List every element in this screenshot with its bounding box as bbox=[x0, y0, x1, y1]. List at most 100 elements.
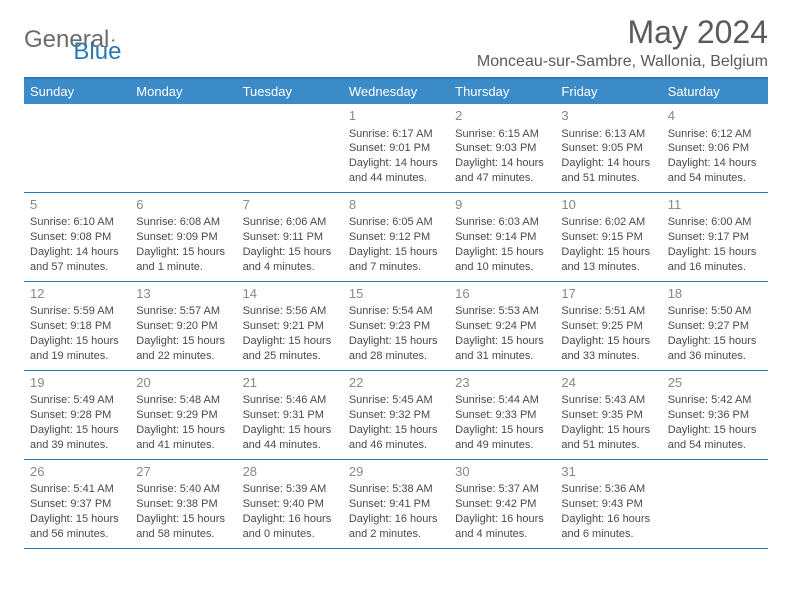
sunrise-text: Sunrise: 6:02 AM bbox=[561, 215, 655, 230]
sunset-text: Sunset: 9:23 PM bbox=[349, 319, 443, 334]
sunset-text: Sunset: 9:43 PM bbox=[561, 497, 655, 512]
day-cell: 19Sunrise: 5:49 AMSunset: 9:28 PMDayligh… bbox=[24, 371, 130, 459]
day-number: 20 bbox=[136, 374, 230, 392]
day-cell: 9Sunrise: 6:03 AMSunset: 9:14 PMDaylight… bbox=[449, 193, 555, 281]
daylight-text: Daylight: 15 hours and 28 minutes. bbox=[349, 334, 443, 364]
day-cell: 31Sunrise: 5:36 AMSunset: 9:43 PMDayligh… bbox=[555, 460, 661, 548]
sunset-text: Sunset: 9:17 PM bbox=[668, 230, 762, 245]
day-number: 5 bbox=[30, 196, 124, 214]
day-cell: 8Sunrise: 6:05 AMSunset: 9:12 PMDaylight… bbox=[343, 193, 449, 281]
sunset-text: Sunset: 9:27 PM bbox=[668, 319, 762, 334]
daylight-text: Daylight: 15 hours and 31 minutes. bbox=[455, 334, 549, 364]
day-number: 10 bbox=[561, 196, 655, 214]
sunset-text: Sunset: 9:35 PM bbox=[561, 408, 655, 423]
sunrise-text: Sunrise: 5:36 AM bbox=[561, 482, 655, 497]
sunrise-text: Sunrise: 6:00 AM bbox=[668, 215, 762, 230]
day-cell: 10Sunrise: 6:02 AMSunset: 9:15 PMDayligh… bbox=[555, 193, 661, 281]
sunset-text: Sunset: 9:21 PM bbox=[243, 319, 337, 334]
sunrise-text: Sunrise: 5:45 AM bbox=[349, 393, 443, 408]
day-number: 26 bbox=[30, 463, 124, 481]
sunset-text: Sunset: 9:14 PM bbox=[455, 230, 549, 245]
day-number: 1 bbox=[349, 107, 443, 125]
day-cell: 21Sunrise: 5:46 AMSunset: 9:31 PMDayligh… bbox=[237, 371, 343, 459]
daylight-text: Daylight: 15 hours and 49 minutes. bbox=[455, 423, 549, 453]
sunrise-text: Sunrise: 6:12 AM bbox=[668, 127, 762, 142]
day-number: 28 bbox=[243, 463, 337, 481]
day-number: 27 bbox=[136, 463, 230, 481]
sunrise-text: Sunrise: 6:17 AM bbox=[349, 127, 443, 142]
day-cell: 2Sunrise: 6:15 AMSunset: 9:03 PMDaylight… bbox=[449, 104, 555, 192]
daylight-text: Daylight: 15 hours and 36 minutes. bbox=[668, 334, 762, 364]
daylight-text: Daylight: 16 hours and 4 minutes. bbox=[455, 512, 549, 542]
day-cell bbox=[24, 104, 130, 192]
day-cell: 28Sunrise: 5:39 AMSunset: 9:40 PMDayligh… bbox=[237, 460, 343, 548]
sunrise-text: Sunrise: 6:15 AM bbox=[455, 127, 549, 142]
day-number: 30 bbox=[455, 463, 549, 481]
daylight-text: Daylight: 14 hours and 44 minutes. bbox=[349, 156, 443, 186]
sunrise-text: Sunrise: 5:41 AM bbox=[30, 482, 124, 497]
day-header-tue: Tuesday bbox=[237, 79, 343, 104]
week-row: 1Sunrise: 6:17 AMSunset: 9:01 PMDaylight… bbox=[24, 104, 768, 193]
daylight-text: Daylight: 15 hours and 56 minutes. bbox=[30, 512, 124, 542]
day-number: 23 bbox=[455, 374, 549, 392]
daylight-text: Daylight: 15 hours and 46 minutes. bbox=[349, 423, 443, 453]
day-number: 7 bbox=[243, 196, 337, 214]
sunrise-text: Sunrise: 5:54 AM bbox=[349, 304, 443, 319]
day-number: 22 bbox=[349, 374, 443, 392]
daylight-text: Daylight: 15 hours and 41 minutes. bbox=[136, 423, 230, 453]
sunrise-text: Sunrise: 6:08 AM bbox=[136, 215, 230, 230]
logo: General Blue bbox=[24, 14, 121, 66]
daylight-text: Daylight: 14 hours and 54 minutes. bbox=[668, 156, 762, 186]
day-header-fri: Friday bbox=[555, 79, 661, 104]
sunset-text: Sunset: 9:42 PM bbox=[455, 497, 549, 512]
sunset-text: Sunset: 9:18 PM bbox=[30, 319, 124, 334]
sunrise-text: Sunrise: 5:57 AM bbox=[136, 304, 230, 319]
sunset-text: Sunset: 9:06 PM bbox=[668, 141, 762, 156]
day-number: 6 bbox=[136, 196, 230, 214]
day-cell: 3Sunrise: 6:13 AMSunset: 9:05 PMDaylight… bbox=[555, 104, 661, 192]
daylight-text: Daylight: 15 hours and 58 minutes. bbox=[136, 512, 230, 542]
daylight-text: Daylight: 15 hours and 22 minutes. bbox=[136, 334, 230, 364]
day-cell: 27Sunrise: 5:40 AMSunset: 9:38 PMDayligh… bbox=[130, 460, 236, 548]
day-cell: 16Sunrise: 5:53 AMSunset: 9:24 PMDayligh… bbox=[449, 282, 555, 370]
day-cell: 29Sunrise: 5:38 AMSunset: 9:41 PMDayligh… bbox=[343, 460, 449, 548]
week-row: 12Sunrise: 5:59 AMSunset: 9:18 PMDayligh… bbox=[24, 282, 768, 371]
daylight-text: Daylight: 16 hours and 6 minutes. bbox=[561, 512, 655, 542]
sunrise-text: Sunrise: 6:13 AM bbox=[561, 127, 655, 142]
week-row: 5Sunrise: 6:10 AMSunset: 9:08 PMDaylight… bbox=[24, 193, 768, 282]
sunset-text: Sunset: 9:33 PM bbox=[455, 408, 549, 423]
daylight-text: Daylight: 15 hours and 54 minutes. bbox=[668, 423, 762, 453]
sunrise-text: Sunrise: 5:48 AM bbox=[136, 393, 230, 408]
sunrise-text: Sunrise: 5:49 AM bbox=[30, 393, 124, 408]
day-cell bbox=[130, 104, 236, 192]
day-header-wed: Wednesday bbox=[343, 79, 449, 104]
daylight-text: Daylight: 16 hours and 2 minutes. bbox=[349, 512, 443, 542]
day-cell: 14Sunrise: 5:56 AMSunset: 9:21 PMDayligh… bbox=[237, 282, 343, 370]
sunrise-text: Sunrise: 5:44 AM bbox=[455, 393, 549, 408]
daylight-text: Daylight: 14 hours and 51 minutes. bbox=[561, 156, 655, 186]
sunset-text: Sunset: 9:36 PM bbox=[668, 408, 762, 423]
day-cell: 30Sunrise: 5:37 AMSunset: 9:42 PMDayligh… bbox=[449, 460, 555, 548]
daylight-text: Daylight: 15 hours and 1 minute. bbox=[136, 245, 230, 275]
day-cell: 22Sunrise: 5:45 AMSunset: 9:32 PMDayligh… bbox=[343, 371, 449, 459]
sunrise-text: Sunrise: 6:03 AM bbox=[455, 215, 549, 230]
daylight-text: Daylight: 14 hours and 57 minutes. bbox=[30, 245, 124, 275]
sunrise-text: Sunrise: 5:37 AM bbox=[455, 482, 549, 497]
day-number: 19 bbox=[30, 374, 124, 392]
location-label: Monceau-sur-Sambre, Wallonia, Belgium bbox=[477, 53, 768, 71]
day-cell: 6Sunrise: 6:08 AMSunset: 9:09 PMDaylight… bbox=[130, 193, 236, 281]
sunset-text: Sunset: 9:37 PM bbox=[30, 497, 124, 512]
day-header-thu: Thursday bbox=[449, 79, 555, 104]
day-number: 31 bbox=[561, 463, 655, 481]
title-block: May 2024 Monceau-sur-Sambre, Wallonia, B… bbox=[477, 14, 768, 71]
sunrise-text: Sunrise: 6:05 AM bbox=[349, 215, 443, 230]
weeks-container: 1Sunrise: 6:17 AMSunset: 9:01 PMDaylight… bbox=[24, 104, 768, 549]
day-number: 29 bbox=[349, 463, 443, 481]
day-header-mon: Monday bbox=[130, 79, 236, 104]
sunrise-text: Sunrise: 5:59 AM bbox=[30, 304, 124, 319]
day-cell: 4Sunrise: 6:12 AMSunset: 9:06 PMDaylight… bbox=[662, 104, 768, 192]
sunset-text: Sunset: 9:24 PM bbox=[455, 319, 549, 334]
day-cell: 26Sunrise: 5:41 AMSunset: 9:37 PMDayligh… bbox=[24, 460, 130, 548]
sunrise-text: Sunrise: 5:42 AM bbox=[668, 393, 762, 408]
day-number: 16 bbox=[455, 285, 549, 303]
